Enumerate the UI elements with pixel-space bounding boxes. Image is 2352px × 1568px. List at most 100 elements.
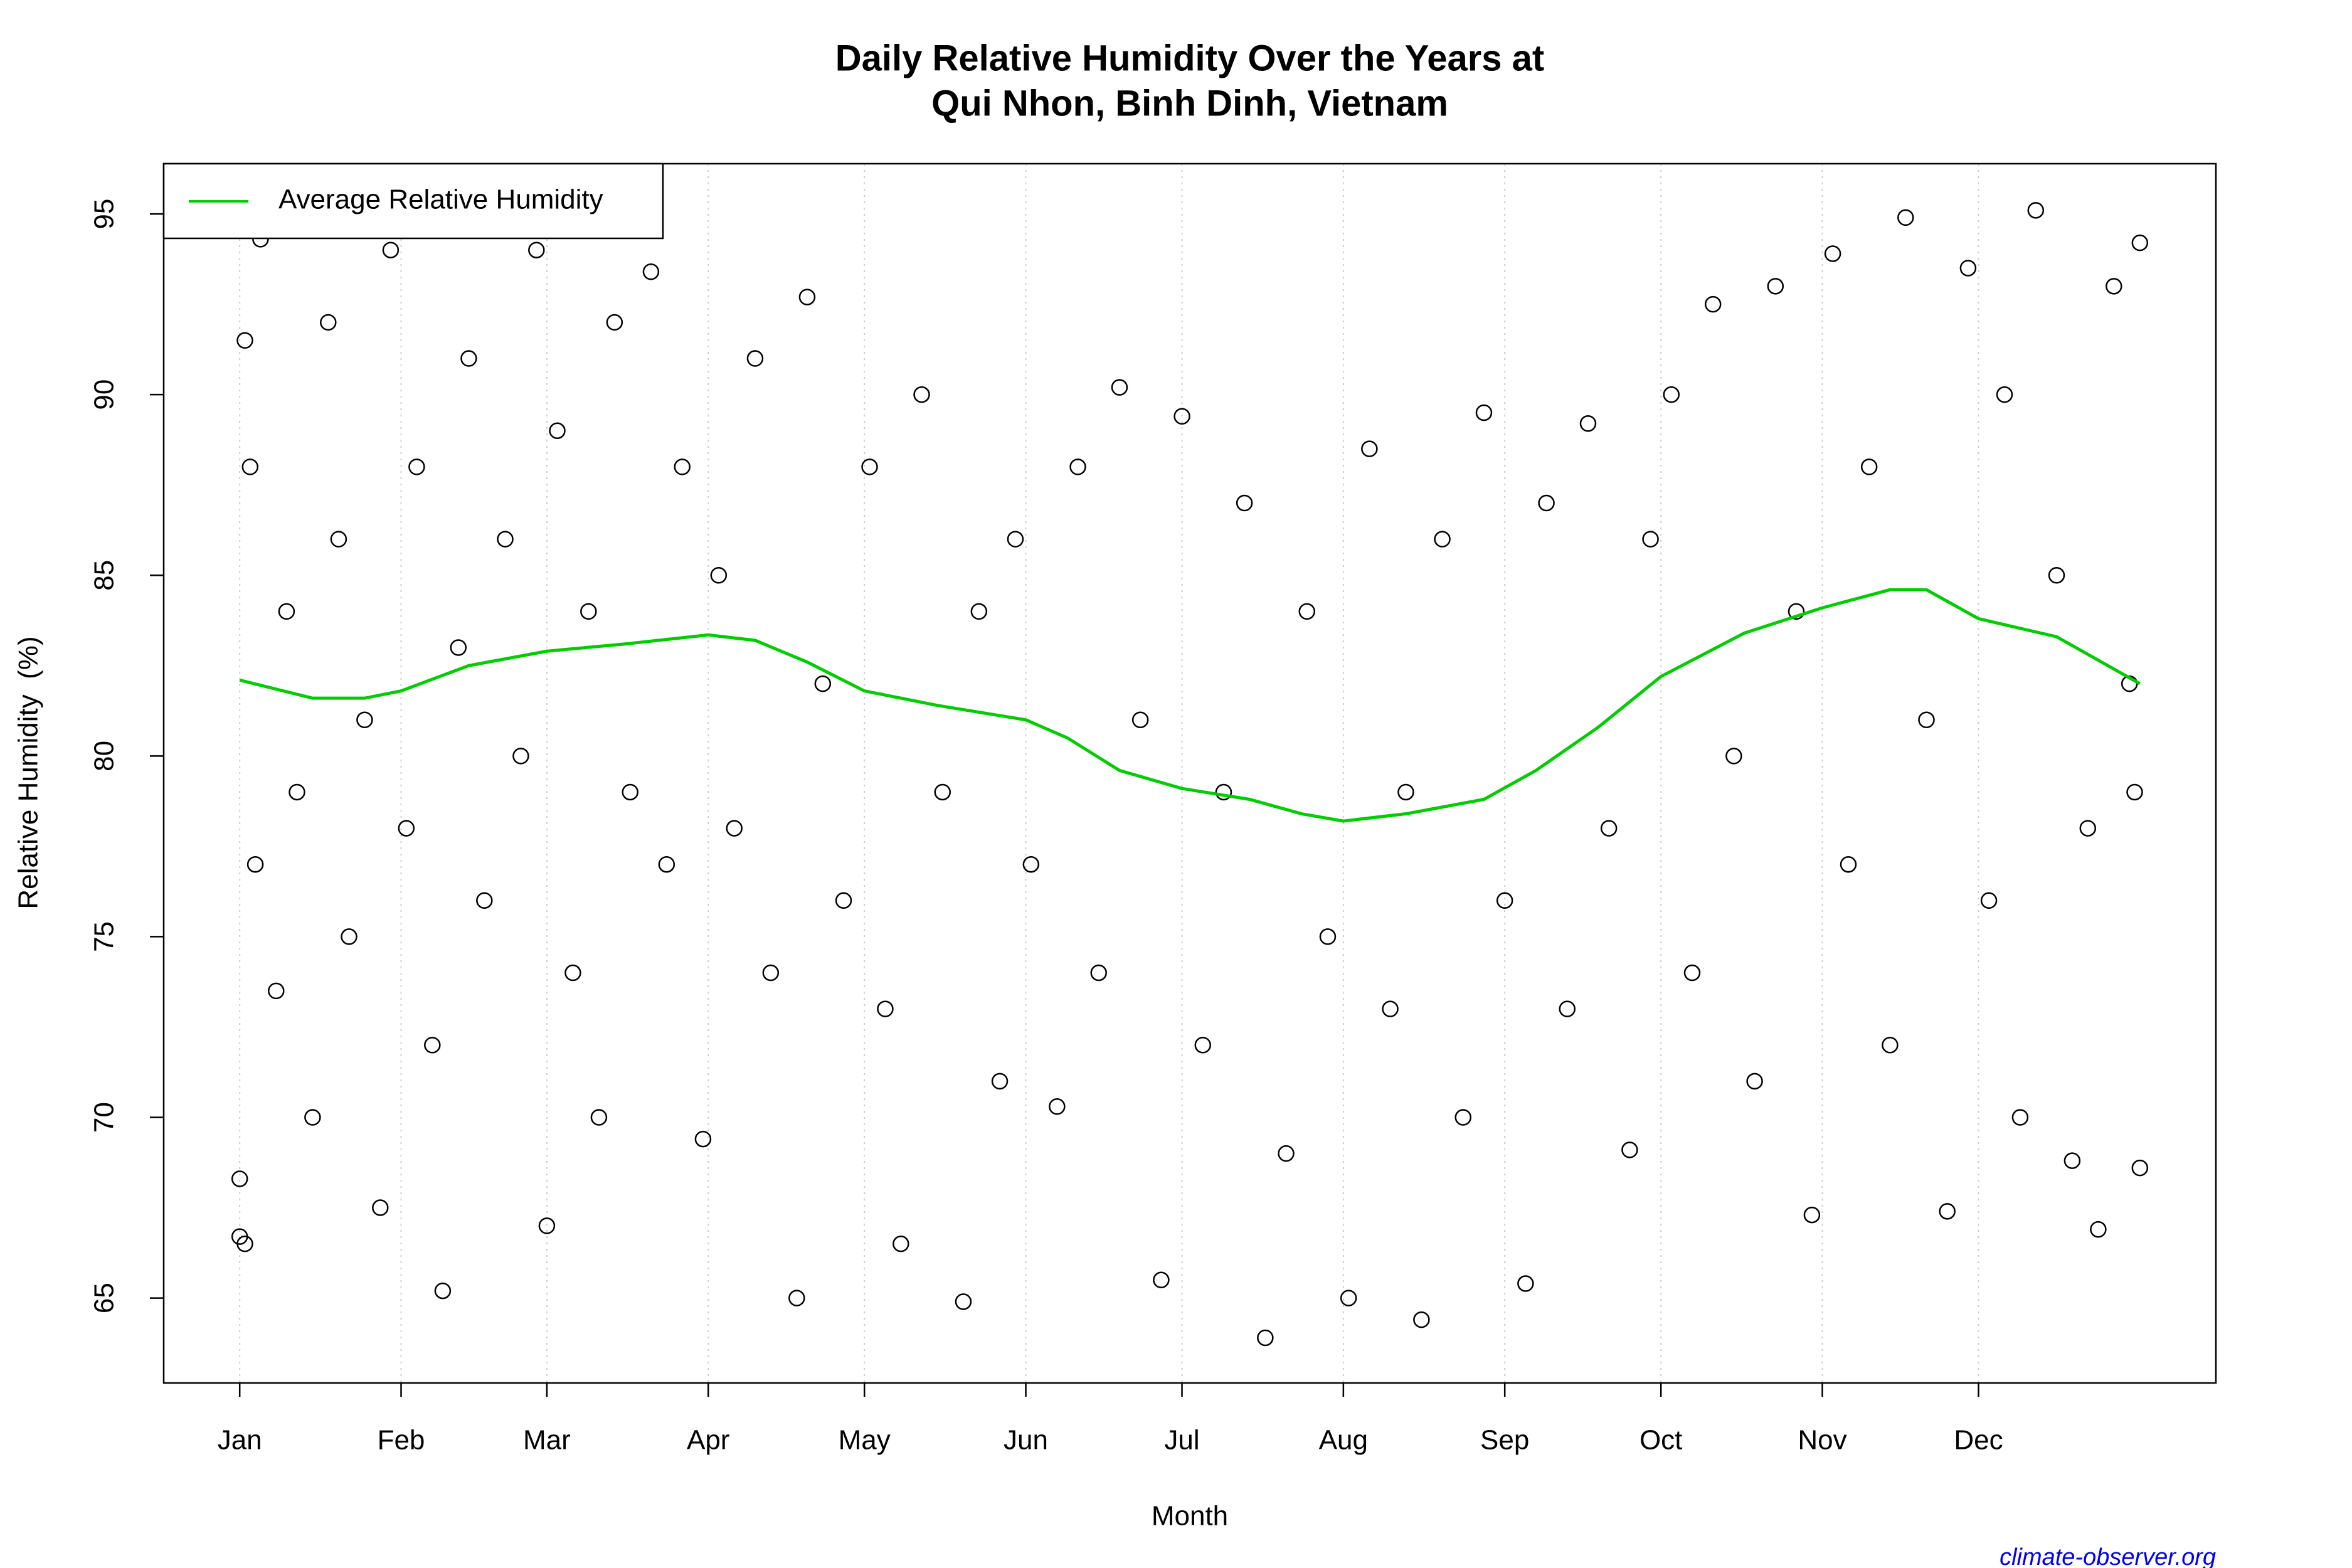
data-point	[236, 1235, 253, 1253]
data-point	[970, 603, 988, 620]
data-point	[1882, 1037, 1899, 1054]
y-tick-label: 75	[89, 921, 120, 952]
plot-frame	[162, 162, 2217, 1384]
data-point	[320, 314, 337, 331]
x-tick-label: Jul	[1164, 1425, 1199, 1456]
data-point	[424, 1037, 441, 1054]
data-point	[1996, 386, 2013, 403]
data-point	[1496, 892, 1513, 909]
legend: Average Relative Humidity	[162, 162, 664, 240]
average-line	[239, 588, 2141, 823]
data-point	[1007, 531, 1024, 548]
data-point	[2106, 278, 2122, 295]
data-point	[1022, 856, 1040, 873]
data-point	[398, 820, 415, 837]
data-point	[1788, 603, 1805, 620]
data-point	[606, 314, 623, 331]
x-axis-label: Month	[1152, 1501, 1228, 1532]
data-point	[991, 1073, 1009, 1090]
data-point	[450, 639, 467, 656]
data-point	[1939, 1203, 1956, 1220]
data-point	[1621, 1142, 1638, 1158]
legend-label: Average Relative Humidity	[278, 184, 603, 215]
chart-title: Daily Relative Humidity Over the Years a…	[835, 38, 1544, 78]
data-point	[1434, 531, 1451, 548]
data-point	[408, 458, 425, 475]
data-point	[236, 332, 253, 349]
data-point	[356, 711, 373, 728]
data-point	[1475, 404, 1493, 421]
data-point	[2063, 1152, 2081, 1169]
data-point	[1397, 783, 1414, 801]
data-point	[746, 350, 764, 367]
data-point	[304, 1109, 321, 1126]
data-point	[861, 458, 878, 475]
data-point	[2048, 567, 2065, 584]
data-point	[382, 241, 400, 258]
data-point	[1579, 415, 1597, 432]
data-point	[512, 748, 529, 765]
data-point	[1413, 1311, 1430, 1328]
data-point	[476, 892, 493, 909]
data-point	[1298, 603, 1316, 620]
data-point	[341, 928, 358, 945]
data-point	[1600, 820, 1618, 837]
data-point	[1840, 856, 1857, 873]
data-point	[460, 350, 477, 367]
data-point	[622, 783, 638, 801]
data-point	[1683, 964, 1701, 982]
data-point	[528, 241, 545, 258]
data-point	[1215, 783, 1232, 801]
data-point	[1111, 379, 1128, 396]
data-point	[694, 1130, 712, 1148]
data-point	[564, 964, 581, 982]
data-point	[246, 856, 264, 873]
data-point	[1767, 278, 1784, 295]
y-tick-label: 95	[89, 199, 120, 230]
data-point	[1454, 1109, 1472, 1126]
data-point	[955, 1293, 972, 1310]
y-tick-label: 70	[89, 1102, 120, 1133]
data-point	[1959, 260, 1977, 277]
data-point	[1194, 1037, 1212, 1054]
data-point	[549, 422, 566, 440]
data-point	[2090, 1221, 2107, 1238]
x-tick-label: Feb	[378, 1425, 425, 1456]
y-tick-label: 80	[89, 741, 120, 771]
data-point	[893, 1235, 909, 1253]
data-point	[330, 531, 347, 548]
data-point	[1361, 440, 1378, 457]
data-point	[1725, 748, 1742, 765]
data-point	[658, 856, 675, 873]
data-point	[278, 603, 295, 620]
y-tick-label: 65	[89, 1283, 120, 1313]
data-point	[814, 675, 832, 692]
data-point	[2131, 1159, 2149, 1177]
data-point	[1897, 209, 1914, 226]
x-tick-label: Jun	[1004, 1425, 1048, 1456]
y-tick-label: 85	[89, 560, 120, 591]
data-point	[1517, 1275, 1534, 1292]
data-point	[1746, 1073, 1763, 1090]
data-point	[241, 458, 259, 475]
x-tick-label: Sep	[1480, 1425, 1529, 1456]
data-point	[1559, 1000, 1576, 1017]
x-tick-label: Dec	[1954, 1425, 2003, 1456]
data-point	[2126, 783, 2143, 801]
y-axis-label: Relative Humidity (%)	[13, 636, 44, 909]
data-point	[1642, 531, 1659, 548]
x-tick-label: May	[839, 1425, 891, 1456]
x-tick-label: Aug	[1319, 1425, 1368, 1456]
data-point	[2131, 234, 2149, 252]
data-point	[1860, 458, 1878, 475]
data-point	[268, 982, 285, 1000]
data-point	[1918, 711, 1935, 728]
data-point	[497, 531, 514, 548]
data-point	[877, 1000, 894, 1017]
data-point	[642, 263, 660, 280]
data-point	[762, 964, 780, 982]
x-tick-label: Nov	[1798, 1425, 1846, 1456]
data-point	[1663, 386, 1680, 403]
y-tick-label: 90	[89, 379, 120, 410]
